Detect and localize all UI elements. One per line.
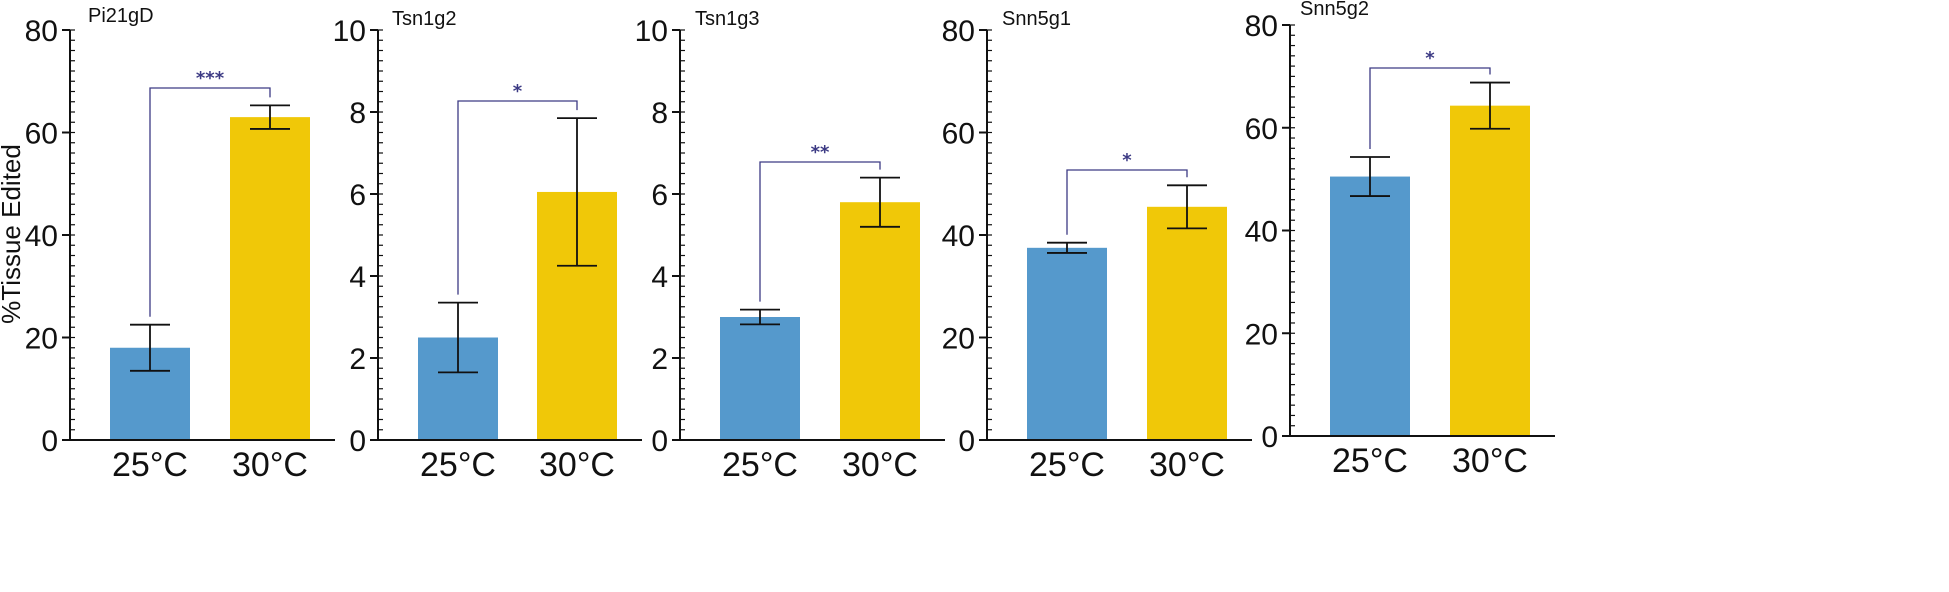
bar-30c (230, 117, 310, 440)
y-tick-label: 0 (349, 425, 366, 458)
error-bar (250, 104, 290, 130)
significance-label: ** (811, 142, 830, 163)
x-category-label: 30°C (232, 446, 308, 484)
error-bar (130, 323, 170, 372)
x-category-label: 30°C (539, 446, 615, 484)
error-bar (1167, 184, 1207, 230)
significance-label: * (1425, 48, 1435, 69)
y-tick-label: 2 (651, 343, 668, 376)
y-tick-label: 60 (942, 118, 975, 151)
significance-bracket (1369, 67, 1491, 150)
panel-tsn1g3: Tsn1g3 ** 0 2 4 6 8 10 25°C 30°C (635, 8, 945, 484)
bar-25c (720, 317, 800, 440)
y-tick-label: 6 (349, 179, 366, 212)
y-tick-label: 10 (635, 15, 668, 48)
error-bar (860, 176, 900, 228)
panel-tsn1g2: Tsn1g2 * 0 2 4 6 8 10 25°C 30°C (333, 8, 642, 484)
y-tick-label: 8 (349, 97, 366, 130)
bar-25c (1330, 176, 1410, 436)
error-bar (740, 308, 780, 326)
y-tick-label: 4 (651, 261, 668, 294)
y-tick-label: 10 (333, 15, 366, 48)
y-tick-label: 0 (651, 425, 668, 458)
x-category-label: 30°C (842, 446, 918, 484)
y-tick-label: 80 (942, 15, 975, 48)
y-tick-label: 8 (651, 97, 668, 130)
y-tick-label: 40 (1245, 216, 1278, 249)
y-tick-label: 40 (25, 220, 58, 253)
significance-label: *** (196, 68, 225, 89)
significance-bracket (759, 161, 881, 302)
panel-title: Tsn1g3 (695, 8, 760, 30)
y-axis-label: %Tissue Edited (0, 144, 26, 324)
bar-30c (1147, 206, 1227, 440)
error-bar (557, 117, 597, 267)
x-category-label: 25°C (1332, 442, 1408, 480)
error-bar (1470, 81, 1510, 130)
y-tick-label: 0 (1261, 421, 1278, 454)
bar-25c (1027, 247, 1107, 440)
y-tick-label: 40 (942, 220, 975, 253)
y-tick-label: 60 (1245, 113, 1278, 146)
error-bar (1350, 156, 1390, 197)
panel-title: Pi21gD (88, 5, 154, 27)
significance-bracket (457, 100, 578, 295)
x-category-label: 25°C (420, 446, 496, 484)
significance-label: * (513, 81, 523, 102)
x-category-label: 30°C (1149, 446, 1225, 484)
x-category-label: 25°C (112, 446, 188, 484)
error-bar (1047, 241, 1087, 254)
panel-snn5g1: Snn5g1 * 0 20 40 60 80 25°C 30°C (942, 8, 1252, 484)
bar-30c (1450, 105, 1530, 436)
significance-bracket (149, 87, 271, 317)
y-tick-label: 80 (1245, 10, 1278, 43)
y-tick-label: 20 (942, 323, 975, 356)
y-tick-label: 80 (25, 15, 58, 48)
panel-snn5g2: Snn5g2 * 0 20 40 60 80 25°C 30°C (1245, 0, 1555, 480)
x-category-label: 30°C (1452, 442, 1528, 480)
significance-label: * (1122, 150, 1132, 171)
significance-bracket (1066, 169, 1188, 235)
panel-title: Snn5g2 (1300, 0, 1369, 20)
panel-pi21gd: Pi21gD *** 0 20 40 60 80 25°C 30°C (25, 5, 335, 484)
x-category-label: 25°C (722, 446, 798, 484)
y-tick-label: 0 (41, 425, 58, 458)
error-bar (438, 301, 478, 374)
y-tick-label: 20 (25, 323, 58, 356)
bar-30c (840, 202, 920, 440)
y-tick-label: 2 (349, 343, 366, 376)
y-tick-label: 4 (349, 261, 366, 294)
y-tick-label: 20 (1245, 318, 1278, 351)
x-category-label: 25°C (1029, 446, 1105, 484)
y-tick-label: 60 (25, 118, 58, 151)
panel-title: Snn5g1 (1002, 8, 1071, 30)
panel-title: Tsn1g2 (392, 8, 457, 30)
y-tick-label: 6 (651, 179, 668, 212)
y-tick-label: 0 (958, 425, 975, 458)
